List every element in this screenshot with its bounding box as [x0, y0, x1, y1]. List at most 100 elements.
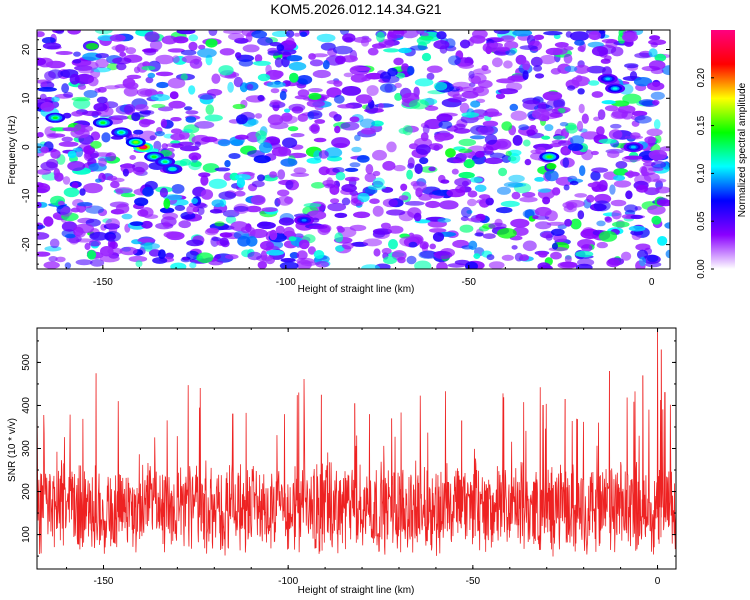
spectrogram-blob [269, 171, 278, 178]
spectrogram-blob [84, 242, 91, 251]
spectrogram-blob [586, 194, 595, 203]
spectrogram-blob [180, 73, 188, 81]
spectrogram-blob [40, 81, 48, 87]
spectrogram-blob [341, 197, 351, 206]
spectrogram-blob [512, 30, 533, 37]
spectrogram-blob [382, 160, 396, 171]
spectrogram-blob [280, 158, 298, 167]
spectrogram-blob [337, 104, 354, 109]
spectrogram-blob [497, 228, 517, 239]
spectrogram-blob [522, 70, 529, 80]
spectrogram-blob [626, 170, 635, 179]
spectrogram-blob [377, 103, 384, 109]
spectrogram-blob [265, 64, 272, 75]
spectrogram-blob [485, 197, 494, 206]
spectrogram-blob [571, 76, 590, 87]
spectrogram-blob [142, 61, 151, 68]
spectrogram-blob [624, 155, 643, 160]
spectrogram-blob [335, 245, 345, 252]
spectrogram-blob [578, 103, 585, 114]
spectrogram-blob [106, 233, 117, 241]
spectrogram-blob [63, 91, 74, 98]
spectrogram-blob [219, 232, 233, 238]
spectrogram-blob [459, 39, 471, 49]
spectrogram-blob [159, 207, 175, 214]
spectrogram-blob [278, 217, 295, 226]
spectrogram-blob [48, 256, 58, 262]
spectrogram-blob [308, 88, 323, 93]
spectrogram-blob [548, 247, 568, 252]
spectrogram-blob [104, 85, 120, 90]
spectrogram-blob [438, 120, 453, 129]
spectrogram-blob [343, 72, 354, 78]
spectrogram-blob [647, 254, 659, 263]
spectrogram-blob [251, 30, 268, 39]
spectrogram-blob [65, 233, 76, 239]
spectrogram-blob [564, 65, 578, 72]
spectrogram-blob [260, 250, 268, 261]
spectrogram-blob [186, 239, 204, 247]
spectrogram-blob [357, 192, 370, 203]
spectrogram-x-ticks: -150 -100 -50 0 [65, 30, 655, 288]
spectrogram-blob [533, 34, 545, 40]
spectrogram-blob [613, 168, 629, 176]
spectrogram-blob [433, 251, 453, 260]
spectrogram-blob [276, 44, 285, 52]
spectrogram-blob [531, 108, 550, 120]
spectrogram-blob [67, 161, 86, 171]
spectrogram-blob [439, 200, 459, 210]
spectrogram-blob [349, 116, 360, 123]
spectrogram-blob [227, 81, 234, 93]
spectrogram-blob [115, 44, 126, 53]
spectrogram-blob [158, 249, 166, 259]
spectrogram-blob [478, 194, 491, 200]
spectrogram-blob [333, 114, 342, 122]
spectrogram-blob [41, 37, 56, 44]
spectrogram-blob [285, 30, 295, 38]
snr-x-tick-label: -100 [278, 576, 298, 587]
spectrogram-blob [109, 241, 118, 249]
spectrogram-blob [188, 152, 202, 161]
spectrogram-blob [184, 106, 193, 111]
spectrogram-blob [69, 73, 80, 85]
spectrogram-blob [413, 212, 422, 222]
spectrogram-blob [601, 100, 616, 105]
spectrogram-blob [341, 86, 362, 96]
spectrogram-blob [344, 176, 360, 182]
spectrogram-blob [170, 262, 187, 269]
spectrogram-blob [277, 189, 290, 197]
spectrogram-blob [503, 181, 524, 188]
spectrogram-blob [43, 261, 60, 269]
spectrogram-blob [495, 46, 510, 52]
spectrogram-blob [579, 165, 586, 177]
spectrogram-blob [553, 135, 566, 140]
spectrogram-blob [256, 221, 276, 230]
spectrogram-blob [61, 136, 73, 142]
spectrogram-blob [634, 115, 652, 124]
spectrogram-blob [282, 137, 298, 149]
spectrogram-blob [160, 118, 168, 128]
spectrogram-blob [150, 94, 170, 102]
spectrogram-blob [421, 52, 432, 62]
spectrogram-blob [168, 100, 186, 109]
spectrogram-blob [657, 236, 668, 246]
spectrogram-blob [492, 57, 503, 68]
spectrogram-blob [313, 137, 327, 143]
spectrogram-blob [137, 238, 156, 243]
spectrogram-blob [372, 149, 387, 161]
spectrogram-blob [342, 242, 354, 250]
spectrogram-blob [275, 225, 285, 234]
spectrogram-blob [272, 70, 284, 78]
spectrogram-blob [655, 186, 670, 194]
spectrogram-blob [71, 96, 91, 102]
spectrogram-blob [170, 117, 182, 122]
spectrogram-blob [188, 34, 199, 42]
spectrogram-blob [586, 65, 606, 74]
spectrogram-blob [394, 82, 402, 89]
spectrogram-blob [538, 251, 548, 258]
spectrogram-blob [141, 65, 156, 71]
spectrogram-blob [251, 180, 265, 188]
spectrogram-blob [119, 52, 127, 57]
spectrogram-blob [258, 142, 273, 154]
